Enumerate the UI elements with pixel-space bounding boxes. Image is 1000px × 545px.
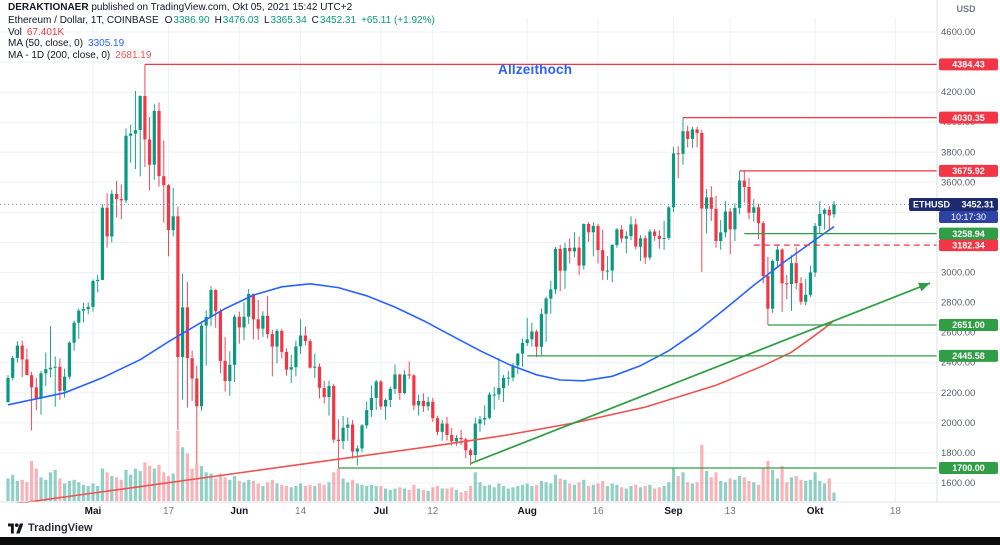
ma50-legend-row: MA (50, close, 0) 3305.19	[8, 38, 435, 50]
price-tick-label: 2400.00	[941, 358, 975, 369]
price-tick-label: 2000.00	[941, 418, 975, 429]
price-tick-label: 1800.00	[941, 448, 975, 459]
publisher-name: DERAKTIONAER	[8, 2, 89, 13]
price-flag-label: 2445.58	[952, 351, 985, 361]
time-tick-label: Jun	[230, 506, 248, 517]
price-tick-label: 1600.00	[941, 478, 975, 489]
volume-label: Vol	[8, 26, 22, 38]
price-flag	[939, 111, 998, 124]
footer-bar: TradingView	[0, 519, 1000, 537]
close-label: C	[311, 15, 319, 26]
time-tick-label: Sep	[664, 506, 682, 517]
price-flag-label: 3258.94	[952, 229, 985, 239]
price-flag-label: 4384.43	[952, 60, 985, 70]
tradingview-logo[interactable]	[8, 522, 23, 535]
price-tick-label: 2800.00	[941, 298, 975, 309]
price-flag	[939, 319, 998, 331]
high-value: 3476.03	[222, 15, 259, 26]
tradingview-brand-text[interactable]: TradingView	[28, 522, 93, 534]
time-tick-label: 13	[725, 506, 737, 517]
axis-currency-label: USD	[956, 4, 976, 14]
change-value: +65.11 (+1.92%)	[361, 15, 435, 26]
price-flag-label: 3182.34	[952, 240, 985, 250]
low-label: L	[263, 15, 270, 26]
price-flag-label: 3675.92	[952, 166, 985, 176]
price-flag-label: 2651.00	[952, 320, 985, 330]
low-value: 3365.34	[270, 15, 307, 26]
publish-bar: DERAKTIONAER published on TradingView.co…	[8, 2, 352, 13]
current-symbol-label: ETHUSD	[913, 200, 951, 210]
time-tick-label: Okt	[807, 506, 824, 517]
price-tick-label: 3600.00	[941, 177, 975, 188]
symbol-legend-row: Ethereum / Dollar, 1T, COINBASE O3386.90 H…	[8, 15, 435, 27]
volume-layer	[6, 431, 836, 502]
time-tick-label: 14	[295, 506, 307, 517]
ma200-label: MA - 1D (200, close, 0)	[8, 49, 111, 61]
price-flag	[939, 462, 998, 474]
bottom-black-strip	[0, 537, 1000, 545]
price-flag-label: 4030.35	[952, 113, 985, 123]
current-price-flag: ETHUSD 3452.31 10:17:30	[909, 198, 998, 223]
time-axis[interactable]: Mai 17 Jun 14 Jul 12 Aug 16 Sep 13 Okt 18	[0, 501, 1000, 518]
time-tick-label: 17	[163, 506, 175, 517]
price-flag	[939, 58, 998, 71]
price-axis[interactable]: USD4600.004400.004200.004000.003800.0036…	[936, 0, 1000, 518]
grid-layer	[0, 18, 937, 502]
time-tick-label: Aug	[517, 506, 536, 517]
ma200-legend-row: MA - 1D (200, close, 0) 2681.19	[8, 50, 435, 62]
price-flag	[939, 164, 998, 177]
ma200-line	[7, 319, 835, 506]
trendline[interactable]	[470, 282, 931, 465]
price-tick-label: 3800.00	[941, 147, 975, 158]
price-tick-label: 4600.00	[941, 27, 975, 38]
price-tick-label: 3000.00	[941, 268, 975, 279]
ma200-value: 2681.19	[115, 49, 152, 61]
time-tick-label: Mai	[85, 506, 102, 517]
price-flag	[939, 227, 998, 240]
candles-layer	[6, 64, 836, 468]
current-price-label: 3452.31	[961, 200, 994, 210]
ma50-label: MA (50, close, 0)	[8, 38, 84, 49]
chart-canvas[interactable]: USD4600.004400.004200.004000.003800.0036…	[0, 0, 1000, 518]
time-tick-label: 12	[427, 506, 439, 517]
ma-layer	[0, 204, 937, 506]
open-value: 3386.90	[173, 15, 210, 26]
ma50-value: 3305.19	[88, 38, 125, 49]
allzeithoch-text-annotation[interactable]: Allzeithoch	[498, 62, 573, 77]
volume-legend-row: Vol 67.401K	[8, 27, 435, 39]
price-flag	[939, 349, 998, 362]
bar-countdown-label: 10:17:30	[951, 212, 986, 222]
high-label: H	[214, 15, 222, 26]
price-flag-label: 1700.00	[952, 463, 985, 473]
price-tick-label: 4200.00	[941, 87, 975, 98]
price-tick-label: 2200.00	[941, 388, 975, 399]
time-tick-label: Jul	[374, 506, 389, 517]
symbol-title[interactable]: Ethereum / Dollar, 1T, COINBASE	[8, 15, 159, 26]
volume-value: 67.401K	[26, 26, 65, 38]
price-tick-label: 2600.00	[941, 328, 975, 339]
publish-info: published on TradingView.com, Okt 05, 20…	[88, 2, 353, 13]
close-value: 3452.31	[319, 15, 357, 26]
chart-legend: Ethereum / Dollar, 1T, COINBASE O3386.90 H…	[8, 15, 435, 61]
time-tick-label: 16	[592, 506, 604, 517]
open-label: O	[164, 15, 173, 26]
ma50-line	[7, 226, 835, 406]
drawings-layer[interactable]	[144, 63, 937, 469]
time-tick-label: 18	[890, 506, 902, 517]
trendline-arrowhead	[918, 282, 930, 292]
price-flag	[939, 239, 998, 252]
